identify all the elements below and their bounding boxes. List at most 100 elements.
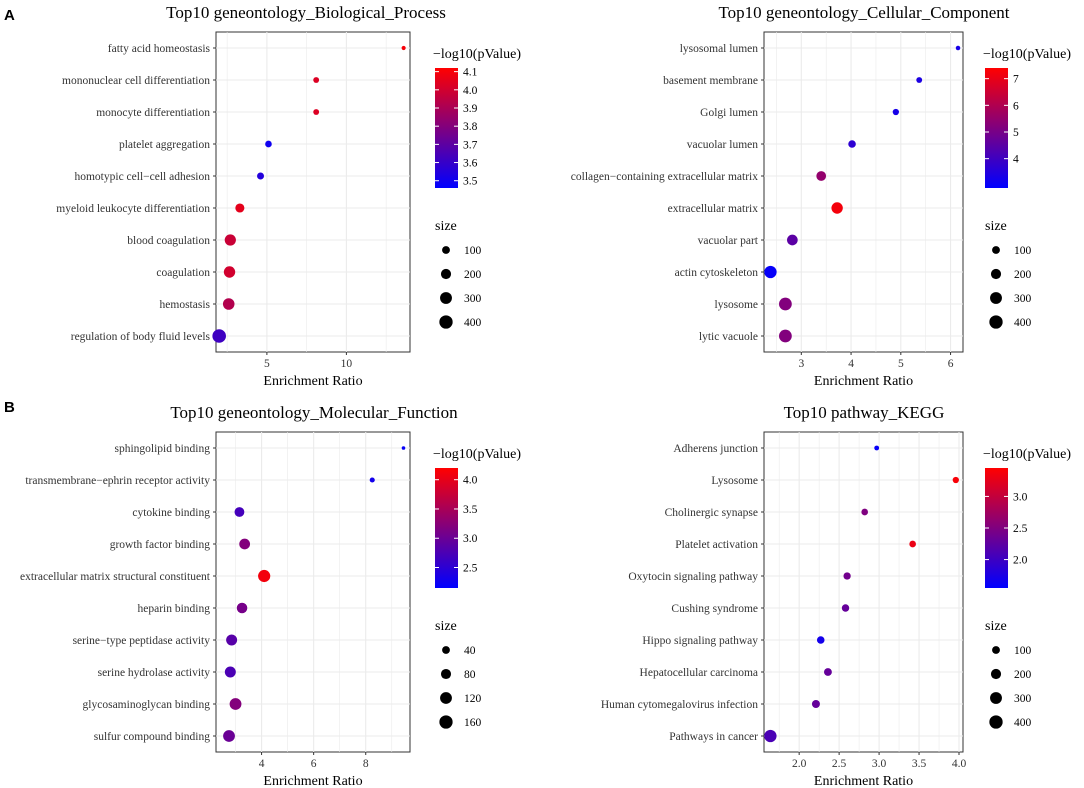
y-tick-label-cholinergic-synapse: Cholinergic synapse [665,507,758,519]
point-serine-hydrolase-activity [224,666,236,678]
y-tick-label-platelet-activation: Platelet activation [675,539,758,551]
point-coagulation [223,266,236,278]
point-hepatocellular-carcinoma [824,668,832,676]
size-legend-key [439,315,453,329]
point-cholinergic-synapse [861,508,869,516]
y-tick-label-sulfur-compound-binding: sulfur compound binding [94,731,211,743]
size-legend-key [440,692,452,704]
point-sulfur-compound-binding [223,730,235,742]
y-tick-label-basement-membrane: basement membrane [663,75,758,87]
point-sphingolipid-binding [401,446,406,450]
size-legend-label: 300 [1014,693,1032,705]
size-legend-label: 300 [464,293,482,305]
y-tick-label-lysosome: Lysosome [711,475,758,487]
y-tick-label-human-cytomegalovirus-infection: Human cytomegalovirus infection [601,699,758,711]
chart-molecular-function: Top10 geneontology_Molecular_Functionsph… [20,403,521,788]
color-legend-title: −log10(pValue) [433,47,521,62]
chart-cellular-component: Top10 geneontology_Cellular_Componentlys… [571,3,1072,389]
y-tick-label-lysosome: lysosome [715,299,758,311]
point-lytic-vacuole [779,329,792,343]
x-tick-label: 6 [948,358,954,370]
x-tick-label: 6 [311,758,317,770]
x-axis-label: Enrichment Ratio [263,774,362,788]
color-legend-label: 6 [1013,100,1019,112]
size-legend-key [439,715,453,729]
color-legend-label: 7 [1013,74,1019,86]
plot-panel [763,431,964,753]
point-mononuclear-cell-differentiation [313,77,320,83]
size-legend-key [990,692,1002,704]
point-pathways-in-cancer [764,729,777,743]
size-legend-key [992,646,1000,654]
point-serine-type-peptidase-activity [226,634,238,646]
color-legend-title: −log10(pValue) [983,447,1071,462]
size-legend-label: 100 [1014,645,1032,657]
y-tick-label-transmembrane-ephrin-receptor-activity: transmembrane−ephrin receptor activity [25,475,210,487]
point-homotypic-cell-cell-adhesion [257,172,265,180]
x-tick-label: 5 [264,358,270,370]
point-hippo-signaling-pathway [816,636,825,644]
size-legend-title: size [435,219,457,234]
color-legend-label: 3.0 [1013,491,1028,503]
size-legend-key [992,246,1000,254]
x-tick-label: 4 [259,758,265,770]
size-legend-title: size [985,219,1007,234]
size-legend-key [990,668,1002,680]
y-tick-label-heparin-binding: heparin binding [138,603,211,615]
point-fatty-acid-homeostasis [401,45,406,51]
y-tick-label-vacuolar-lumen: vacuolar lumen [687,139,758,151]
color-legend-label: 3.0 [463,533,478,545]
y-tick-label-fatty-acid-homeostasis: fatty acid homeostasis [108,43,211,55]
plot-panel [763,31,964,353]
x-tick-label: 3.5 [912,758,927,770]
y-tick-label-coagulation: coagulation [156,267,210,279]
color-legend-title: −log10(pValue) [983,47,1071,62]
y-tick-label-lysosomal-lumen: lysosomal lumen [680,43,759,55]
color-legend-title: −log10(pValue) [433,447,521,462]
x-tick-label: 4.0 [952,758,967,770]
point-monocyte-differentiation [313,109,320,115]
chart-biological-process: Top10 geneontology_Biological_Processfat… [56,3,521,389]
size-legend-key [989,715,1003,729]
color-legend-label: 2.0 [1013,555,1028,567]
point-human-cytomegalovirus-infection [811,700,820,708]
size-legend-label: 40 [464,645,476,657]
point-transmembrane-ephrin-receptor-activity [369,477,375,483]
chart-title: Top10 geneontology_Biological_Process [166,3,446,22]
point-platelet-activation [909,540,916,548]
size-legend-title: size [435,619,457,634]
size-legend-key [442,646,450,654]
size-legend-label: 400 [1014,317,1032,329]
size-legend-label: 100 [464,245,482,257]
panel-label-a: A [4,7,15,24]
chart-title: Top10 pathway_KEGG [784,403,945,422]
x-tick-label: 4 [848,358,854,370]
x-tick-label: 2.5 [832,758,847,770]
color-legend-label: 2.5 [463,563,478,575]
chart-title: Top10 geneontology_Molecular_Function [170,403,458,422]
y-tick-label-growth-factor-binding: growth factor binding [110,539,211,551]
point-glycosaminoglycan-binding [229,698,242,710]
panel-label-b: B [4,399,15,416]
size-legend-label: 80 [464,669,476,681]
point-lysosomal-lumen [955,45,961,51]
y-tick-label-platelet-aggregation: platelet aggregation [119,139,210,151]
x-axis-label: Enrichment Ratio [814,374,913,389]
point-platelet-aggregation [265,140,272,148]
y-tick-label-mononuclear-cell-differentiation: mononuclear cell differentiation [62,75,210,87]
x-tick-label: 2.0 [792,758,807,770]
point-extracellular-matrix-structural-constituent [258,569,271,583]
y-tick-label-extracellular-matrix-structural-constituent: extracellular matrix structural constitu… [20,571,211,583]
y-tick-label-regulation-of-body-fluid-levels: regulation of body fluid levels [71,331,211,343]
x-tick-label: 5 [898,358,904,370]
point-cushing-syndrome [841,604,850,612]
size-legend-label: 160 [464,717,482,729]
y-tick-label-vacuolar-part: vacuolar part [698,235,759,247]
point-collagen-containing-extracellular-matrix [816,171,827,181]
point-lysosome [952,476,959,484]
color-legend-label: 4 [1013,154,1019,166]
point-myeloid-leukocyte-differentiation [235,203,245,213]
y-tick-label-pathways-in-cancer: Pathways in cancer [669,731,758,743]
x-tick-label: 3.0 [872,758,887,770]
